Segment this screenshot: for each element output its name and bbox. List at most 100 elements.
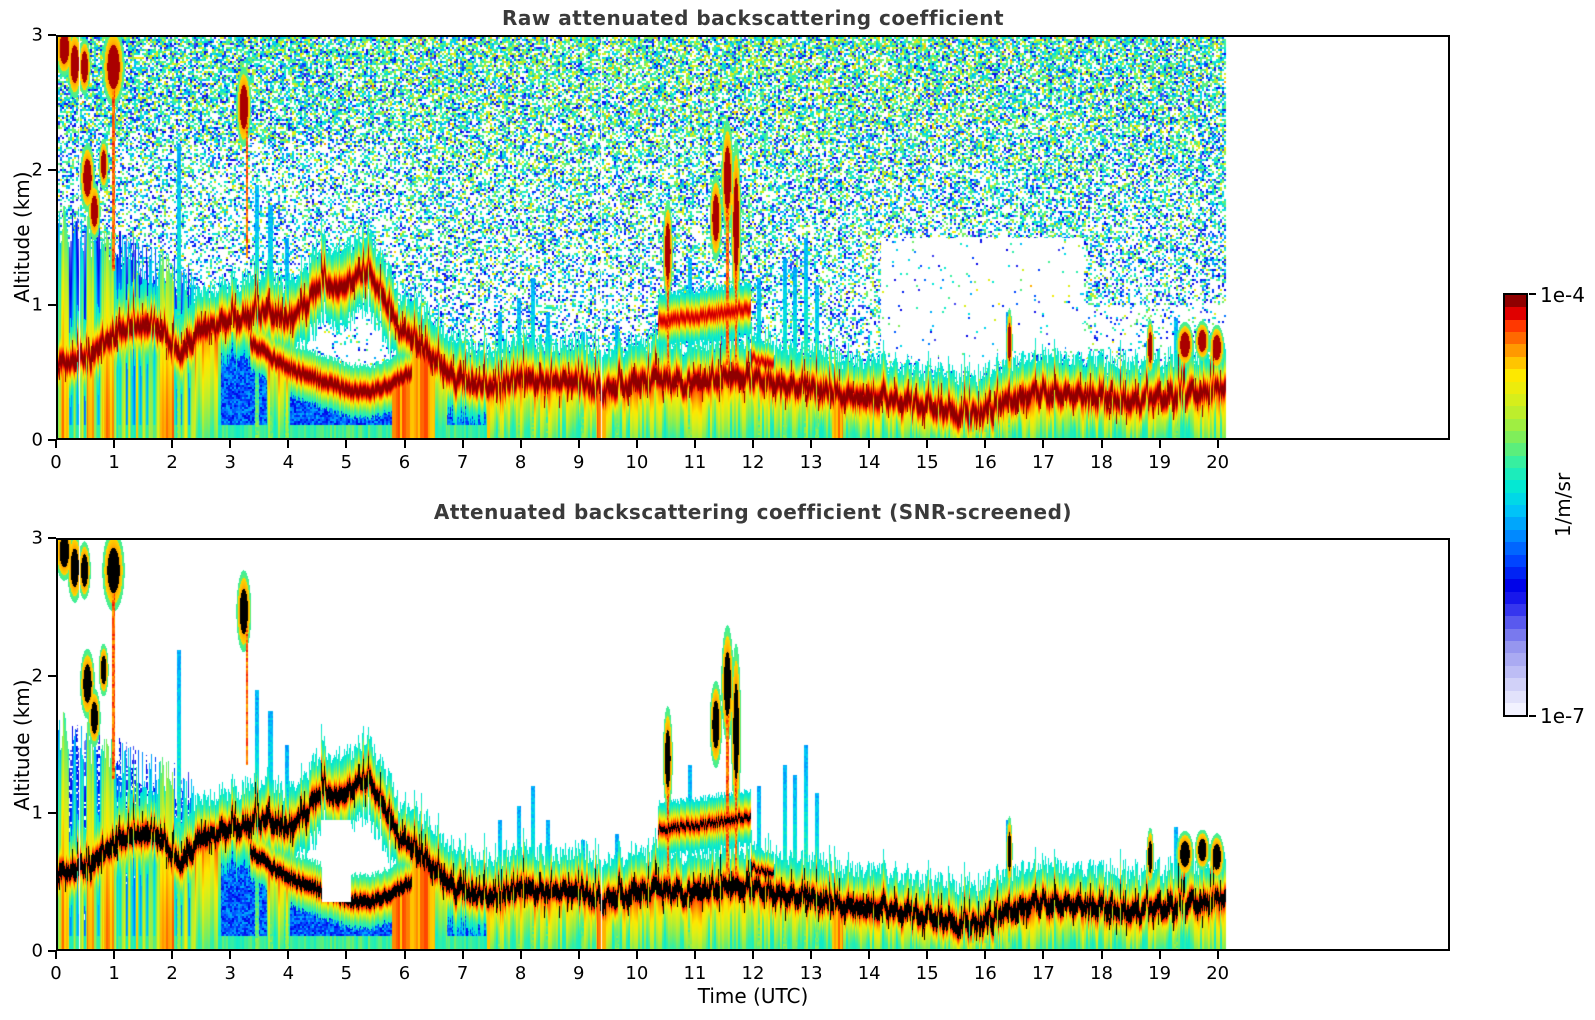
x-tick-label: 0 — [50, 452, 62, 473]
x-tick — [229, 440, 232, 448]
y-tick-label: 1 — [31, 294, 43, 316]
colorbar-step — [1505, 653, 1526, 666]
x-tick — [984, 951, 987, 959]
x-tick — [1100, 951, 1103, 959]
x-tick-label: 8 — [514, 963, 527, 984]
y-tick-label: 0 — [31, 429, 43, 451]
colorbar-step — [1505, 517, 1526, 530]
x-tick — [1216, 951, 1219, 959]
x-tick — [926, 951, 929, 959]
x-tick-label: 18 — [1090, 452, 1113, 473]
x-tick — [693, 440, 696, 448]
colorbar-bottom-tick — [1529, 715, 1536, 717]
colorbar-unit-label: 1/m/sr — [1551, 472, 1575, 538]
x-tick — [113, 440, 116, 448]
y-tick-label: 2 — [31, 665, 43, 687]
y-tick-label: 0 — [31, 940, 43, 962]
x-tick — [403, 951, 406, 959]
colorbar-step — [1505, 418, 1526, 431]
y-tick — [48, 439, 56, 441]
x-tick-label: 14 — [857, 963, 881, 984]
colorbar-step — [1505, 641, 1526, 654]
y-tick — [48, 304, 56, 306]
colorbar-step — [1505, 406, 1526, 419]
colorbar-step — [1505, 678, 1526, 691]
colorbar-step — [1505, 554, 1526, 567]
x-tick — [345, 951, 348, 959]
colorbar-step — [1505, 381, 1526, 394]
x-tick — [577, 440, 580, 448]
y-tick — [48, 537, 56, 539]
x-tick-label: 2 — [166, 963, 178, 984]
x-tick — [229, 951, 232, 959]
colorbar — [1503, 293, 1528, 717]
x-tick-label: 8 — [514, 452, 527, 473]
x-tick-label: 10 — [625, 963, 649, 984]
x-tick — [461, 951, 464, 959]
colorbar-step — [1505, 344, 1526, 357]
y-tick — [48, 674, 56, 677]
x-tick-label: 0 — [50, 963, 62, 984]
x-tick-label: 3 — [224, 452, 236, 473]
y-tick-label: 2 — [31, 159, 43, 181]
x-tick — [752, 440, 754, 448]
x-tick-label: 13 — [799, 452, 823, 473]
colorbar-step — [1505, 566, 1526, 580]
x-tick-label: 1 — [108, 452, 120, 473]
y-tick — [48, 34, 56, 36]
colorbar-step — [1505, 295, 1526, 308]
x-tick-label: 12 — [741, 963, 765, 984]
x-tick — [1158, 440, 1161, 448]
x-tick-label: 18 — [1090, 963, 1113, 984]
colorbar-step — [1505, 529, 1526, 543]
y-axis-label-bottom: Altitude (km) — [10, 679, 34, 811]
x-tick — [403, 440, 406, 448]
colorbar-step — [1505, 430, 1526, 444]
x-tick — [810, 951, 813, 959]
x-tick-label: 9 — [573, 963, 585, 984]
raw-backscatter-plot — [56, 35, 1450, 440]
colorbar-step — [1505, 702, 1526, 716]
x-tick — [577, 951, 580, 959]
x-tick-label: 1 — [108, 963, 120, 984]
x-tick-label: 16 — [973, 452, 997, 473]
x-tick-label: 2 — [166, 452, 178, 473]
y-tick-label: 3 — [31, 527, 43, 549]
x-tick — [519, 951, 522, 959]
colorbar-step — [1505, 579, 1526, 592]
colorbar-step — [1505, 603, 1526, 617]
y-tick-label: 3 — [31, 24, 43, 46]
x-tick — [461, 440, 464, 448]
x-tick-label: 19 — [1148, 963, 1172, 984]
colorbar-step — [1505, 369, 1526, 382]
colorbar-step — [1505, 443, 1526, 456]
screened-heatmap-canvas — [58, 540, 1448, 949]
x-tick — [810, 440, 813, 448]
x-tick-label: 6 — [398, 963, 411, 984]
x-tick-label: 17 — [1031, 963, 1055, 984]
x-tick — [752, 951, 754, 959]
x-tick-label: 7 — [456, 963, 469, 984]
colorbar-step — [1505, 468, 1526, 481]
colorbar-step — [1505, 542, 1526, 555]
colorbar-step — [1505, 492, 1526, 506]
colorbar-step — [1505, 455, 1526, 469]
x-tick — [55, 951, 57, 959]
x-tick-label: 13 — [799, 963, 823, 984]
x-tick-label: 15 — [915, 963, 939, 984]
x-tick — [171, 951, 174, 959]
x-tick-label: 11 — [683, 963, 707, 984]
colorbar-step — [1505, 505, 1526, 518]
x-tick — [1216, 440, 1219, 448]
x-tick — [1100, 440, 1103, 448]
colorbar-min-label: 1e-7 — [1540, 704, 1585, 728]
x-axis-label: Time (UTC) — [697, 984, 809, 1008]
top-panel-title: Raw attenuated backscattering coefficien… — [501, 6, 1005, 30]
x-tick-label: 4 — [282, 452, 295, 473]
x-tick — [1042, 951, 1045, 959]
x-tick-label: 5 — [340, 963, 353, 984]
x-tick — [1042, 440, 1045, 448]
x-tick — [926, 440, 929, 448]
colorbar-step — [1505, 393, 1526, 407]
